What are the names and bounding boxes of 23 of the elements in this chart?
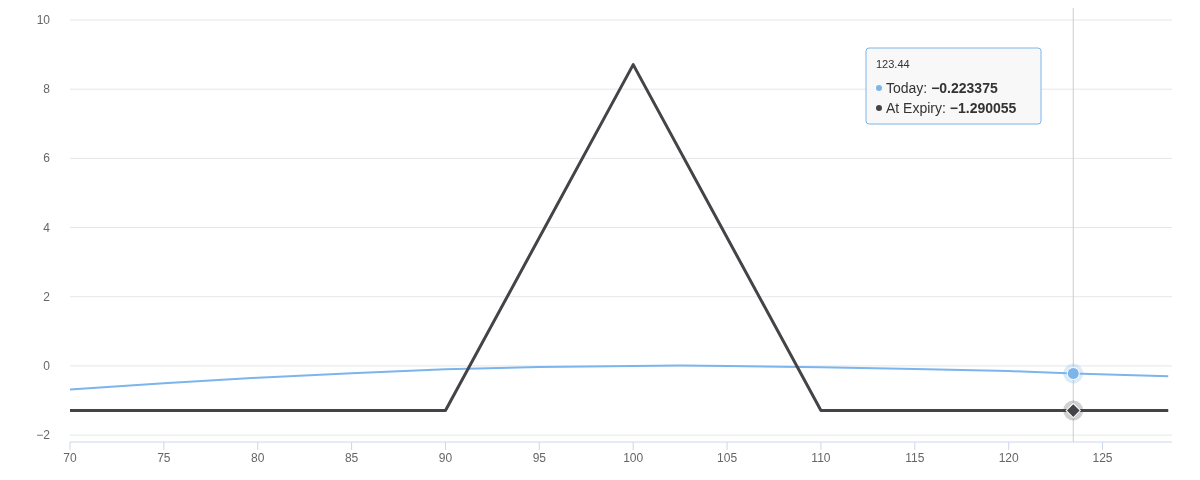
y-tick-label: 6: [43, 151, 51, 166]
y-tick-label: 4: [43, 220, 51, 235]
x-tick-label: 85: [344, 451, 359, 465]
x-tick-label: 70: [63, 451, 77, 465]
y-tick-label: 2: [43, 289, 51, 304]
annotation: 123.44: [876, 58, 910, 70]
x-tick-label: 110: [811, 451, 831, 465]
x-tick-label: 90: [438, 451, 453, 465]
x-tick-label: 115: [905, 451, 925, 465]
y-tick-label: 0: [43, 358, 51, 373]
y-tick-label: −2: [36, 428, 51, 443]
x-tick-label: 80: [251, 451, 265, 465]
x-tick-label: 75: [157, 451, 171, 465]
x-tick-label: 120: [998, 451, 1019, 465]
annotation: At Expiry: −1.290055: [886, 100, 1017, 116]
x-tick-label: 105: [717, 451, 738, 465]
x-tick-label: 125: [1092, 451, 1113, 465]
x-tick-label: 95: [532, 451, 547, 465]
annotation: Today: −0.223375: [886, 80, 998, 96]
y-tick-label: 8: [43, 82, 51, 97]
x-tick-label: 100: [623, 451, 644, 465]
y-tick-label: 10: [36, 13, 51, 27]
line-series: [69, 363, 1170, 391]
